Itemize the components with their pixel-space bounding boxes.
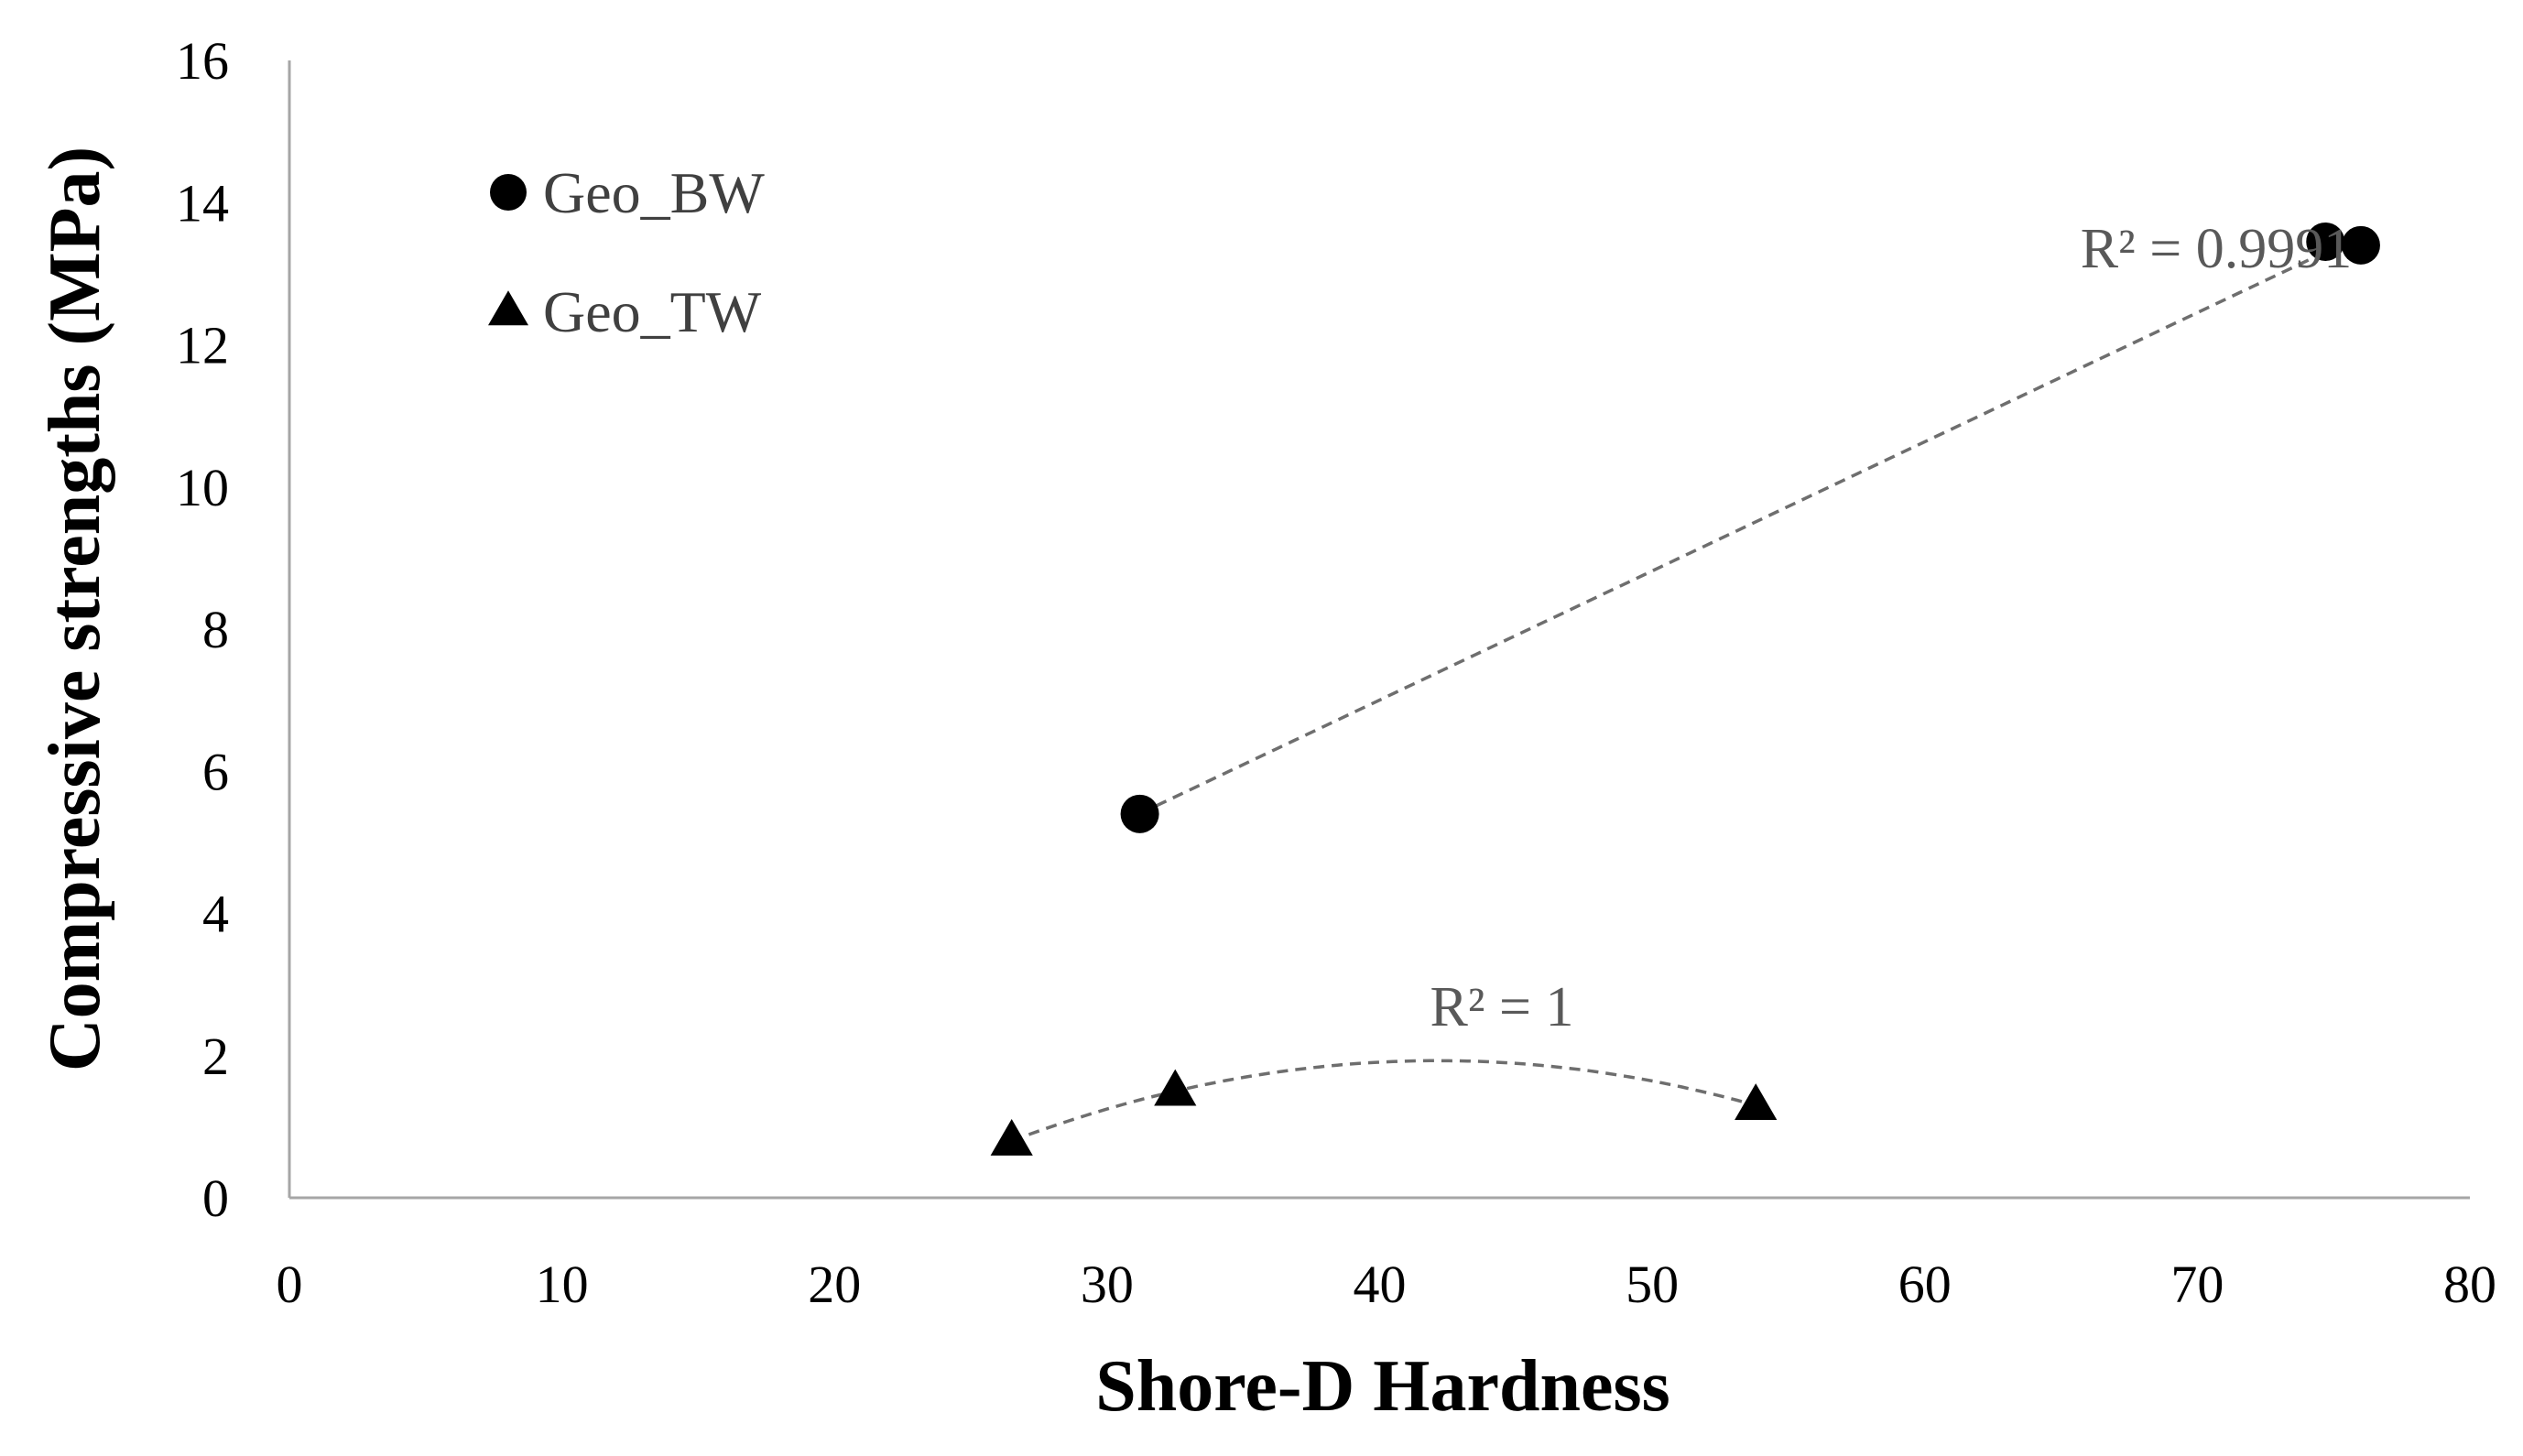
x-tick-label: 40 xyxy=(1354,1255,1407,1314)
y-tick-label: 6 xyxy=(202,742,229,801)
legend-label-geo-tw: Geo_TW xyxy=(543,279,762,344)
data-point-geo-tw xyxy=(1735,1083,1778,1121)
y-tick-label: 2 xyxy=(202,1027,229,1086)
y-tick-labels: 0 2 4 6 8 10 12 14 16 xyxy=(176,31,229,1228)
data-point-geo-tw xyxy=(990,1118,1033,1156)
data-point-geo-bw xyxy=(1120,794,1159,833)
y-tick-label: 16 xyxy=(176,31,229,91)
y-tick-label: 8 xyxy=(202,600,229,659)
legend-marker-geo-tw xyxy=(488,290,528,326)
data-point-geo-tw xyxy=(1154,1069,1197,1106)
axes xyxy=(288,60,2470,1200)
data-point-geo-bw xyxy=(2341,225,2380,265)
x-tick-label: 80 xyxy=(2443,1255,2496,1314)
x-tick-label: 0 xyxy=(277,1255,303,1314)
x-tick-label: 70 xyxy=(2170,1255,2224,1314)
r2-label-geo-bw: R² = 0.9991 xyxy=(2081,218,2352,280)
data-points xyxy=(990,222,2380,1156)
y-axis-title: Compressive strengths (MPa) xyxy=(35,147,115,1071)
r2-label-geo-tw: R² = 1 xyxy=(1430,976,1574,1038)
x-tick-label: 20 xyxy=(808,1255,861,1314)
x-axis-title: Shore-D Hardness xyxy=(1095,1346,1669,1427)
data-point-geo-bw xyxy=(2306,222,2345,261)
y-tick-label: 14 xyxy=(176,173,229,233)
r2-labels: R² = 0.9991 R² = 1 xyxy=(1430,218,2353,1038)
trendline-geo-tw xyxy=(1011,1059,1756,1143)
y-tick-label: 12 xyxy=(176,316,229,375)
legend-marker-geo-bw xyxy=(490,174,527,211)
y-tick-label: 10 xyxy=(176,458,229,517)
trendline-geo-bw xyxy=(1138,234,2362,816)
x-tick-label: 60 xyxy=(1898,1255,1952,1314)
legend-label-geo-bw: Geo_BW xyxy=(543,160,765,225)
x-tick-labels: 0 10 20 30 40 50 60 70 80 xyxy=(277,1255,2497,1314)
legend: Geo_BW Geo_TW xyxy=(488,160,765,344)
x-tick-label: 10 xyxy=(536,1255,589,1314)
y-tick-label: 0 xyxy=(202,1168,229,1228)
trendlines xyxy=(1011,234,2362,1143)
y-tick-label: 4 xyxy=(202,885,229,944)
x-tick-label: 30 xyxy=(1081,1255,1134,1314)
x-tick-label: 50 xyxy=(1626,1255,1679,1314)
